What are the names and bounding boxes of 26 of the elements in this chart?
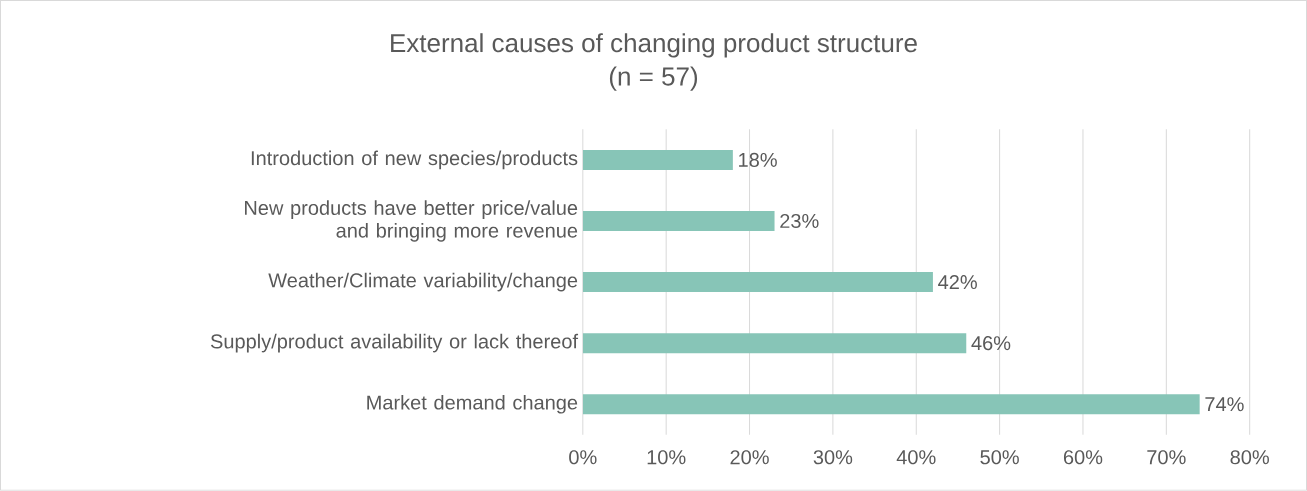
data-label: 42% — [938, 275, 977, 290]
x-tick-label: 20% — [730, 450, 769, 465]
data-label: 46% — [971, 336, 1011, 351]
bar — [582, 394, 1200, 415]
x-tick-label: 60% — [1063, 450, 1103, 465]
bar — [582, 211, 775, 232]
y-tick-label: Weather/Climate variability/change — [268, 272, 578, 292]
chart-title: External causes of changing product structure — [391, 33, 917, 58]
x-tick-label: 50% — [980, 450, 1019, 465]
bar — [582, 272, 933, 293]
bar — [582, 333, 967, 354]
y-tick-label: Introduction of new species/products — [251, 150, 578, 170]
bar — [582, 150, 733, 171]
y-tick-label: Market demand change — [367, 395, 578, 414]
y-tick-label: Supply/product availability or lack thereof — [210, 333, 579, 353]
x-tick-label: 10% — [647, 450, 686, 465]
x-tick-label: 80% — [1230, 450, 1269, 465]
chart-subtitle: (n = 57) — [609, 66, 698, 91]
x-tick-label: 70% — [1147, 450, 1186, 465]
x-tick-label: 30% — [813, 450, 853, 465]
data-label: 23% — [780, 214, 819, 229]
data-label: 74% — [1205, 397, 1244, 412]
y-tick-label: New products have better price/value and bringing more revenue — [245, 200, 578, 242]
x-tick-label: 40% — [896, 450, 936, 465]
x-tick-label: 0% — [569, 450, 597, 465]
data-label: 18% — [739, 152, 777, 168]
